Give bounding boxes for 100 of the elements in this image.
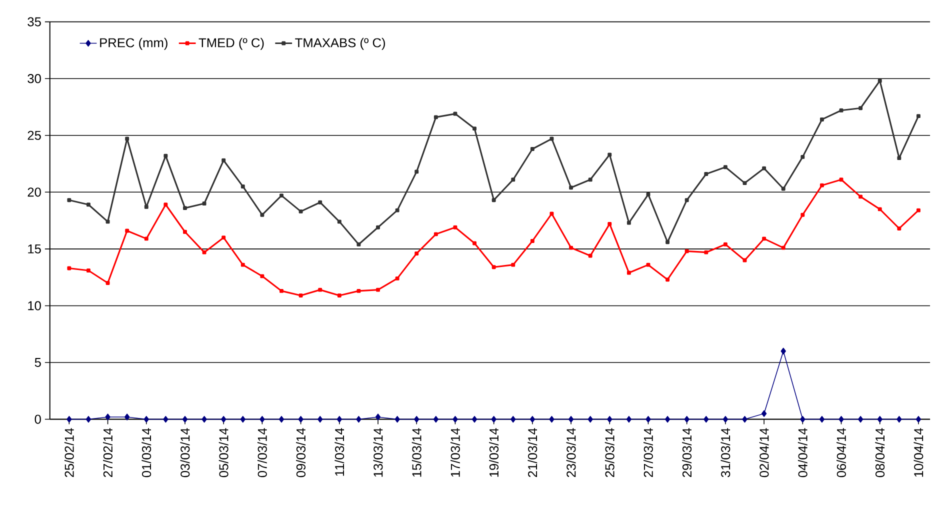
point <box>356 288 361 293</box>
point <box>781 186 786 191</box>
x-tick-label: 25/02/14 <box>64 428 74 477</box>
point <box>240 262 245 267</box>
x-tick-label: 02/04/14 <box>759 428 769 477</box>
point <box>280 288 284 293</box>
y-tick-label: 10 <box>28 300 41 310</box>
x-tick-label: 19/03/14 <box>489 428 499 477</box>
point <box>684 416 690 422</box>
point <box>722 416 728 422</box>
point <box>86 268 90 272</box>
point <box>916 114 920 118</box>
point <box>742 180 747 185</box>
point <box>762 236 766 240</box>
x-tick-label: 15/03/14 <box>412 428 422 477</box>
point <box>202 416 207 422</box>
point <box>550 136 554 141</box>
point <box>240 416 246 422</box>
point <box>222 158 226 162</box>
point <box>550 212 554 216</box>
point <box>761 410 767 417</box>
point <box>839 108 844 112</box>
point <box>356 242 361 246</box>
point <box>106 220 110 224</box>
point <box>666 277 670 282</box>
x-tick-label: 27/03/14 <box>644 428 653 477</box>
point <box>492 198 496 202</box>
point <box>588 416 593 422</box>
point <box>491 416 496 422</box>
x-tick-label: 23/03/14 <box>566 428 576 477</box>
point <box>608 222 612 226</box>
point <box>125 228 130 233</box>
point <box>839 177 844 182</box>
point <box>684 249 689 253</box>
point <box>278 416 284 422</box>
x-tick-label: 25/03/14 <box>604 428 614 477</box>
point <box>356 416 362 422</box>
point <box>164 202 168 206</box>
point <box>336 416 342 422</box>
point <box>67 198 72 202</box>
point <box>222 235 226 240</box>
point <box>800 416 806 422</box>
point <box>820 183 824 188</box>
point <box>433 416 439 422</box>
point <box>530 416 536 422</box>
y-tick-label: 35 <box>28 17 41 26</box>
x-tick-label: 04/04/14 <box>798 428 808 477</box>
point <box>666 240 670 244</box>
point <box>897 226 902 230</box>
point <box>511 262 516 267</box>
point <box>240 184 245 188</box>
y-tick-label: 0 <box>34 414 41 424</box>
point <box>858 106 863 110</box>
point <box>704 416 709 422</box>
x-tick-label: 05/03/14 <box>218 428 228 477</box>
legend-label: TMED (º C) <box>198 38 264 50</box>
point <box>608 152 612 156</box>
point <box>337 293 342 298</box>
x-tick-label: 06/04/14 <box>836 428 846 477</box>
point <box>588 254 592 258</box>
point <box>569 246 573 250</box>
y-tick-label: 20 <box>28 187 41 196</box>
point <box>260 416 265 422</box>
x-tick-label: 29/03/14 <box>682 428 692 477</box>
point <box>684 198 689 202</box>
point <box>414 416 420 422</box>
point <box>664 416 670 422</box>
point <box>395 208 400 212</box>
point <box>376 288 380 292</box>
point <box>877 416 882 422</box>
point <box>298 209 303 214</box>
point <box>472 416 478 422</box>
point <box>318 288 322 292</box>
point <box>106 280 110 285</box>
point <box>626 220 631 225</box>
point <box>182 416 188 422</box>
x-tick-label: 17/03/14 <box>450 428 460 477</box>
point <box>858 416 864 422</box>
y-tick-label: 5 <box>34 358 41 367</box>
point <box>376 225 380 230</box>
point <box>453 112 458 116</box>
point <box>86 416 92 422</box>
point <box>646 192 650 196</box>
point <box>723 242 728 246</box>
point <box>414 170 419 174</box>
point <box>298 293 303 298</box>
point <box>858 194 863 198</box>
point <box>838 416 844 422</box>
point <box>897 156 902 160</box>
point <box>298 416 304 422</box>
x-tick-label: 03/03/14 <box>180 428 190 477</box>
point <box>820 117 824 122</box>
point <box>626 270 631 275</box>
x-tick-label: 11/03/14 <box>334 428 344 476</box>
point <box>163 416 168 422</box>
x-tick-label: 21/03/14 <box>528 428 538 477</box>
point <box>492 264 496 269</box>
point <box>723 165 728 169</box>
point <box>434 232 438 236</box>
point <box>588 177 592 182</box>
